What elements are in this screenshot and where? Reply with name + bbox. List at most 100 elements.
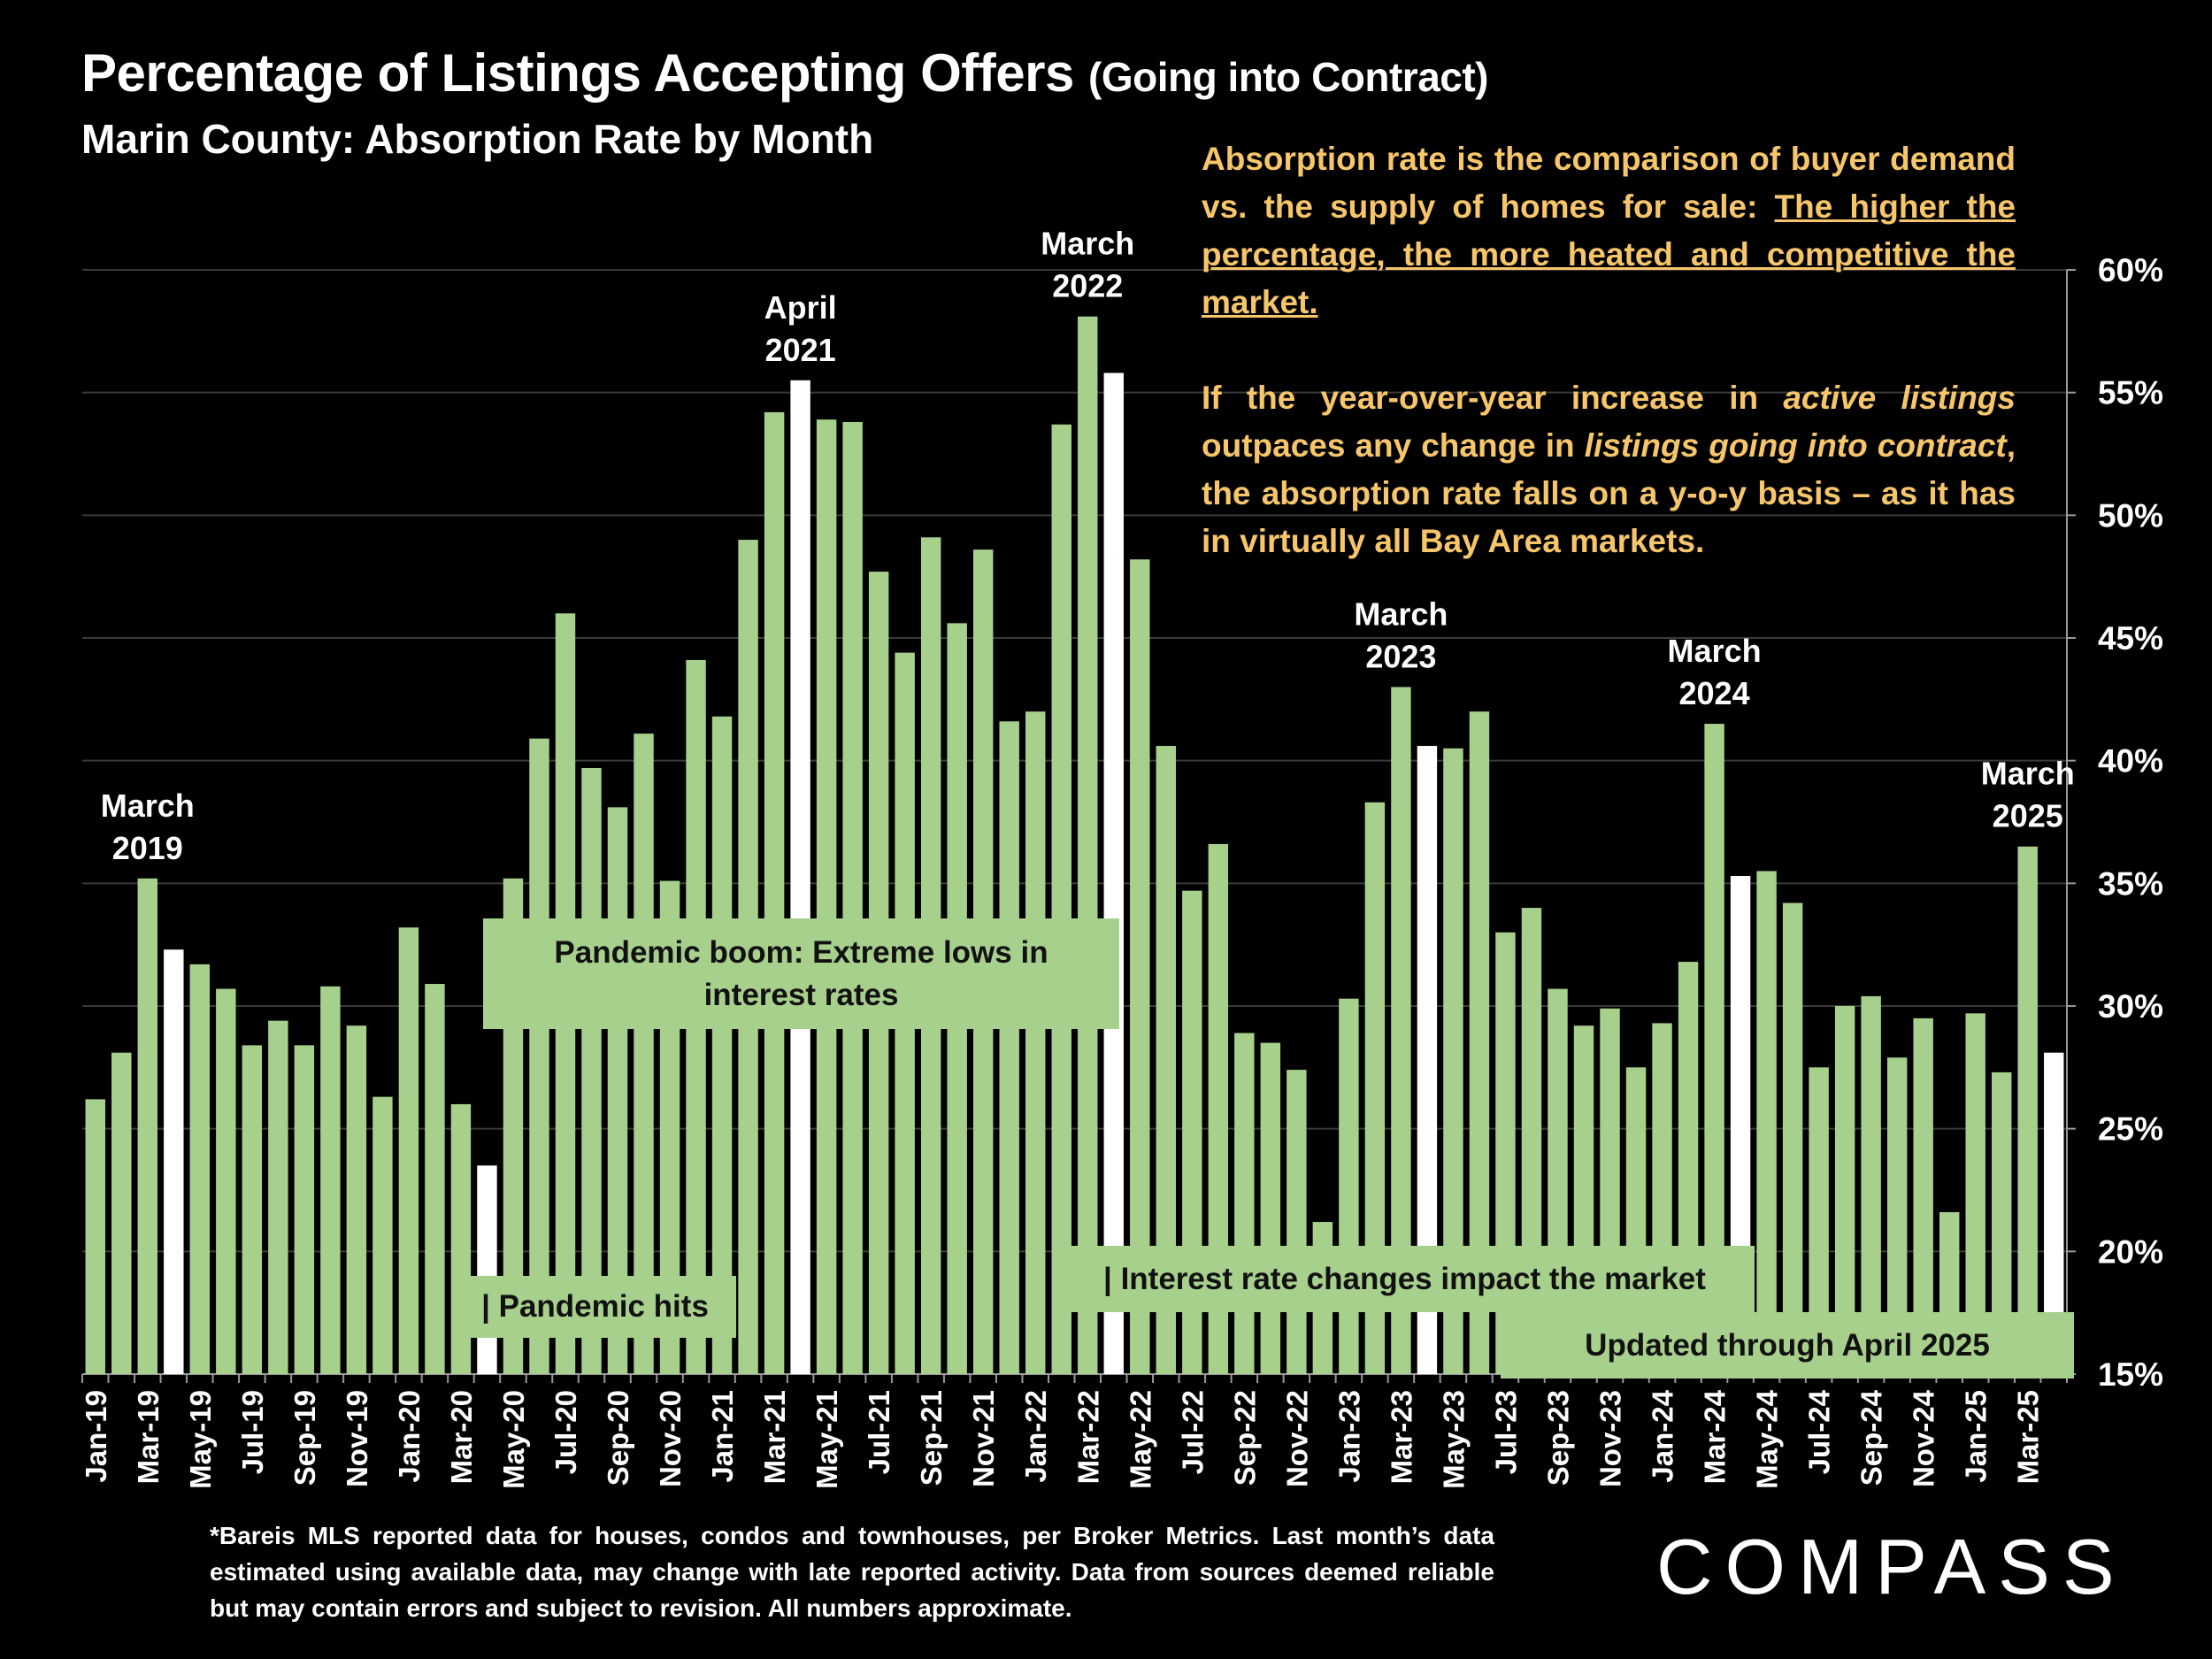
x-tick-label: Jan-23	[1333, 1390, 1365, 1483]
bar-apr-25	[2044, 1052, 2064, 1374]
y-tick-label: 60%	[2098, 252, 2163, 288]
y-tick-label: 15%	[2098, 1356, 2163, 1393]
x-tick-label: May-21	[810, 1390, 843, 1489]
bar-jan-21	[711, 716, 733, 1374]
pandemic-hits-annotation: | Pandemic hits	[454, 1276, 736, 1338]
bar-jan-23	[1339, 998, 1359, 1374]
pandemic-boom-annotation: Pandemic boom: Extreme lows in interest …	[483, 918, 1119, 1029]
bar-feb-22	[1051, 424, 1071, 1375]
bar-may-21	[816, 419, 837, 1374]
x-tick-label: Sep-19	[288, 1390, 321, 1486]
compass-logo: COMPASS	[1656, 1523, 2127, 1610]
bar-may-22	[1130, 559, 1150, 1374]
x-tick-label: May-24	[1751, 1389, 1784, 1489]
bar-aug-19	[268, 1020, 288, 1374]
bar-dec-21	[999, 721, 1019, 1374]
interest-rate-annotation: | Interest rate changes impact the marke…	[1055, 1246, 1755, 1312]
y-tick-label: 50%	[2098, 497, 2163, 534]
bar-nov-24	[1913, 1018, 1933, 1374]
x-tick-label: Mar-24	[1699, 1389, 1732, 1484]
x-tick-label: May-19	[184, 1390, 217, 1489]
x-tick-label: Nov-23	[1594, 1390, 1627, 1487]
y-tick-label: 25%	[2098, 1111, 2163, 1148]
bar-mar-19	[137, 878, 157, 1374]
bar-feb-23	[1364, 802, 1386, 1374]
bar-jan-19	[85, 1099, 105, 1374]
x-tick-label: Mar-25	[2012, 1390, 2045, 1484]
bar-nov-19	[346, 1025, 367, 1374]
bar-may-23	[1443, 748, 1463, 1374]
bar-oct-24	[1886, 1057, 1908, 1374]
x-tick-label: Sep-21	[915, 1390, 948, 1486]
bar-mar-22	[1078, 316, 1098, 1374]
y-tick-label: 45%	[2098, 620, 2163, 657]
x-tick-label: Sep-20	[602, 1390, 634, 1486]
x-tick-label: Jul-23	[1489, 1390, 1522, 1474]
bar-oct-19	[320, 986, 341, 1374]
x-tick-label: Nov-21	[967, 1390, 1000, 1487]
bar-jun-24	[1782, 902, 1803, 1374]
bar-label-month: March	[1668, 633, 1762, 669]
x-tick-label: Jan-21	[706, 1390, 739, 1483]
chart-title: Percentage of Listings Accepting Offers …	[81, 42, 1489, 104]
x-tick-label: Jan-22	[1019, 1390, 1052, 1483]
bar-jan-22	[1025, 711, 1046, 1374]
bar-mar-21	[764, 411, 785, 1375]
bar-label-month: March	[1041, 226, 1134, 262]
bar-label-year: 2025	[1993, 798, 2063, 834]
explanation-note: Absorption rate is the comparison of buy…	[1202, 135, 2016, 565]
bar-sep-24	[1861, 995, 1881, 1374]
bar-sep-22	[1234, 1033, 1255, 1374]
bar-apr-21	[790, 380, 810, 1374]
x-tick-label: May-20	[497, 1390, 530, 1489]
bar-jan-20	[398, 927, 419, 1374]
bar-feb-19	[111, 1052, 132, 1374]
bar-jan-25	[1965, 1013, 1985, 1374]
chart-subtitle: Marin County: Absorption Rate by Month	[81, 116, 874, 162]
x-tick-label: Sep-23	[1541, 1390, 1574, 1486]
y-tick-label: 55%	[2098, 375, 2163, 411]
bar-jul-19	[242, 1045, 263, 1374]
bar-nov-22	[1286, 1070, 1307, 1374]
bar-label-month: March	[101, 787, 195, 824]
bar-label-month: March	[1981, 756, 2075, 792]
x-tick-label: Jan-20	[393, 1390, 426, 1483]
x-tick-label: Nov-19	[341, 1390, 373, 1487]
bar-jun-20	[529, 738, 549, 1374]
x-tick-label: Nov-20	[654, 1390, 687, 1487]
x-tick-label: Jul-19	[236, 1390, 269, 1474]
bar-mar-23	[1391, 687, 1411, 1374]
x-tick-label: Jul-24	[1803, 1389, 1836, 1474]
x-tick-label: Jan-25	[1960, 1390, 1993, 1483]
bar-aug-22	[1208, 843, 1229, 1374]
title-paren: (Going into Contract)	[1088, 54, 1489, 100]
bar-label-month: March	[1354, 595, 1448, 632]
bar-oct-20	[634, 733, 654, 1374]
x-tick-label: Jul-20	[549, 1390, 582, 1474]
note-emphasis: The higher the percentage, the more heat…	[1202, 188, 2016, 320]
note-paragraph-1: Absorption rate is the comparison of buy…	[1202, 141, 2016, 320]
bar-jun-19	[216, 988, 236, 1374]
y-tick-label: 20%	[2098, 1233, 2163, 1270]
x-tick-label: Mar-21	[758, 1390, 791, 1484]
bar-feb-25	[1992, 1071, 2012, 1374]
bar-mar-25	[2017, 846, 2038, 1374]
bar-label-year: 2024	[1679, 675, 1750, 711]
bar-may-24	[1756, 871, 1777, 1374]
y-tick-label: 30%	[2098, 988, 2163, 1025]
x-tick-label: Mar-19	[132, 1390, 165, 1484]
bar-jun-22	[1156, 746, 1177, 1374]
x-tick-label: Jan-24	[1647, 1389, 1679, 1482]
x-tick-label: May-22	[1124, 1390, 1156, 1489]
x-tick-label: Jan-19	[80, 1390, 112, 1483]
x-tick-label: Jul-21	[863, 1390, 895, 1474]
x-tick-label: Sep-24	[1855, 1389, 1888, 1486]
bar-jun-21	[842, 421, 863, 1374]
bar-may-19	[189, 964, 211, 1374]
bar-label-year: 2022	[1052, 268, 1123, 304]
title-main: Percentage of Listings Accepting Offers	[81, 43, 1074, 103]
bar-apr-22	[1103, 373, 1124, 1375]
x-tick-label: Nov-24	[1908, 1389, 1940, 1487]
x-tick-label: Mar-23	[1385, 1390, 1417, 1484]
